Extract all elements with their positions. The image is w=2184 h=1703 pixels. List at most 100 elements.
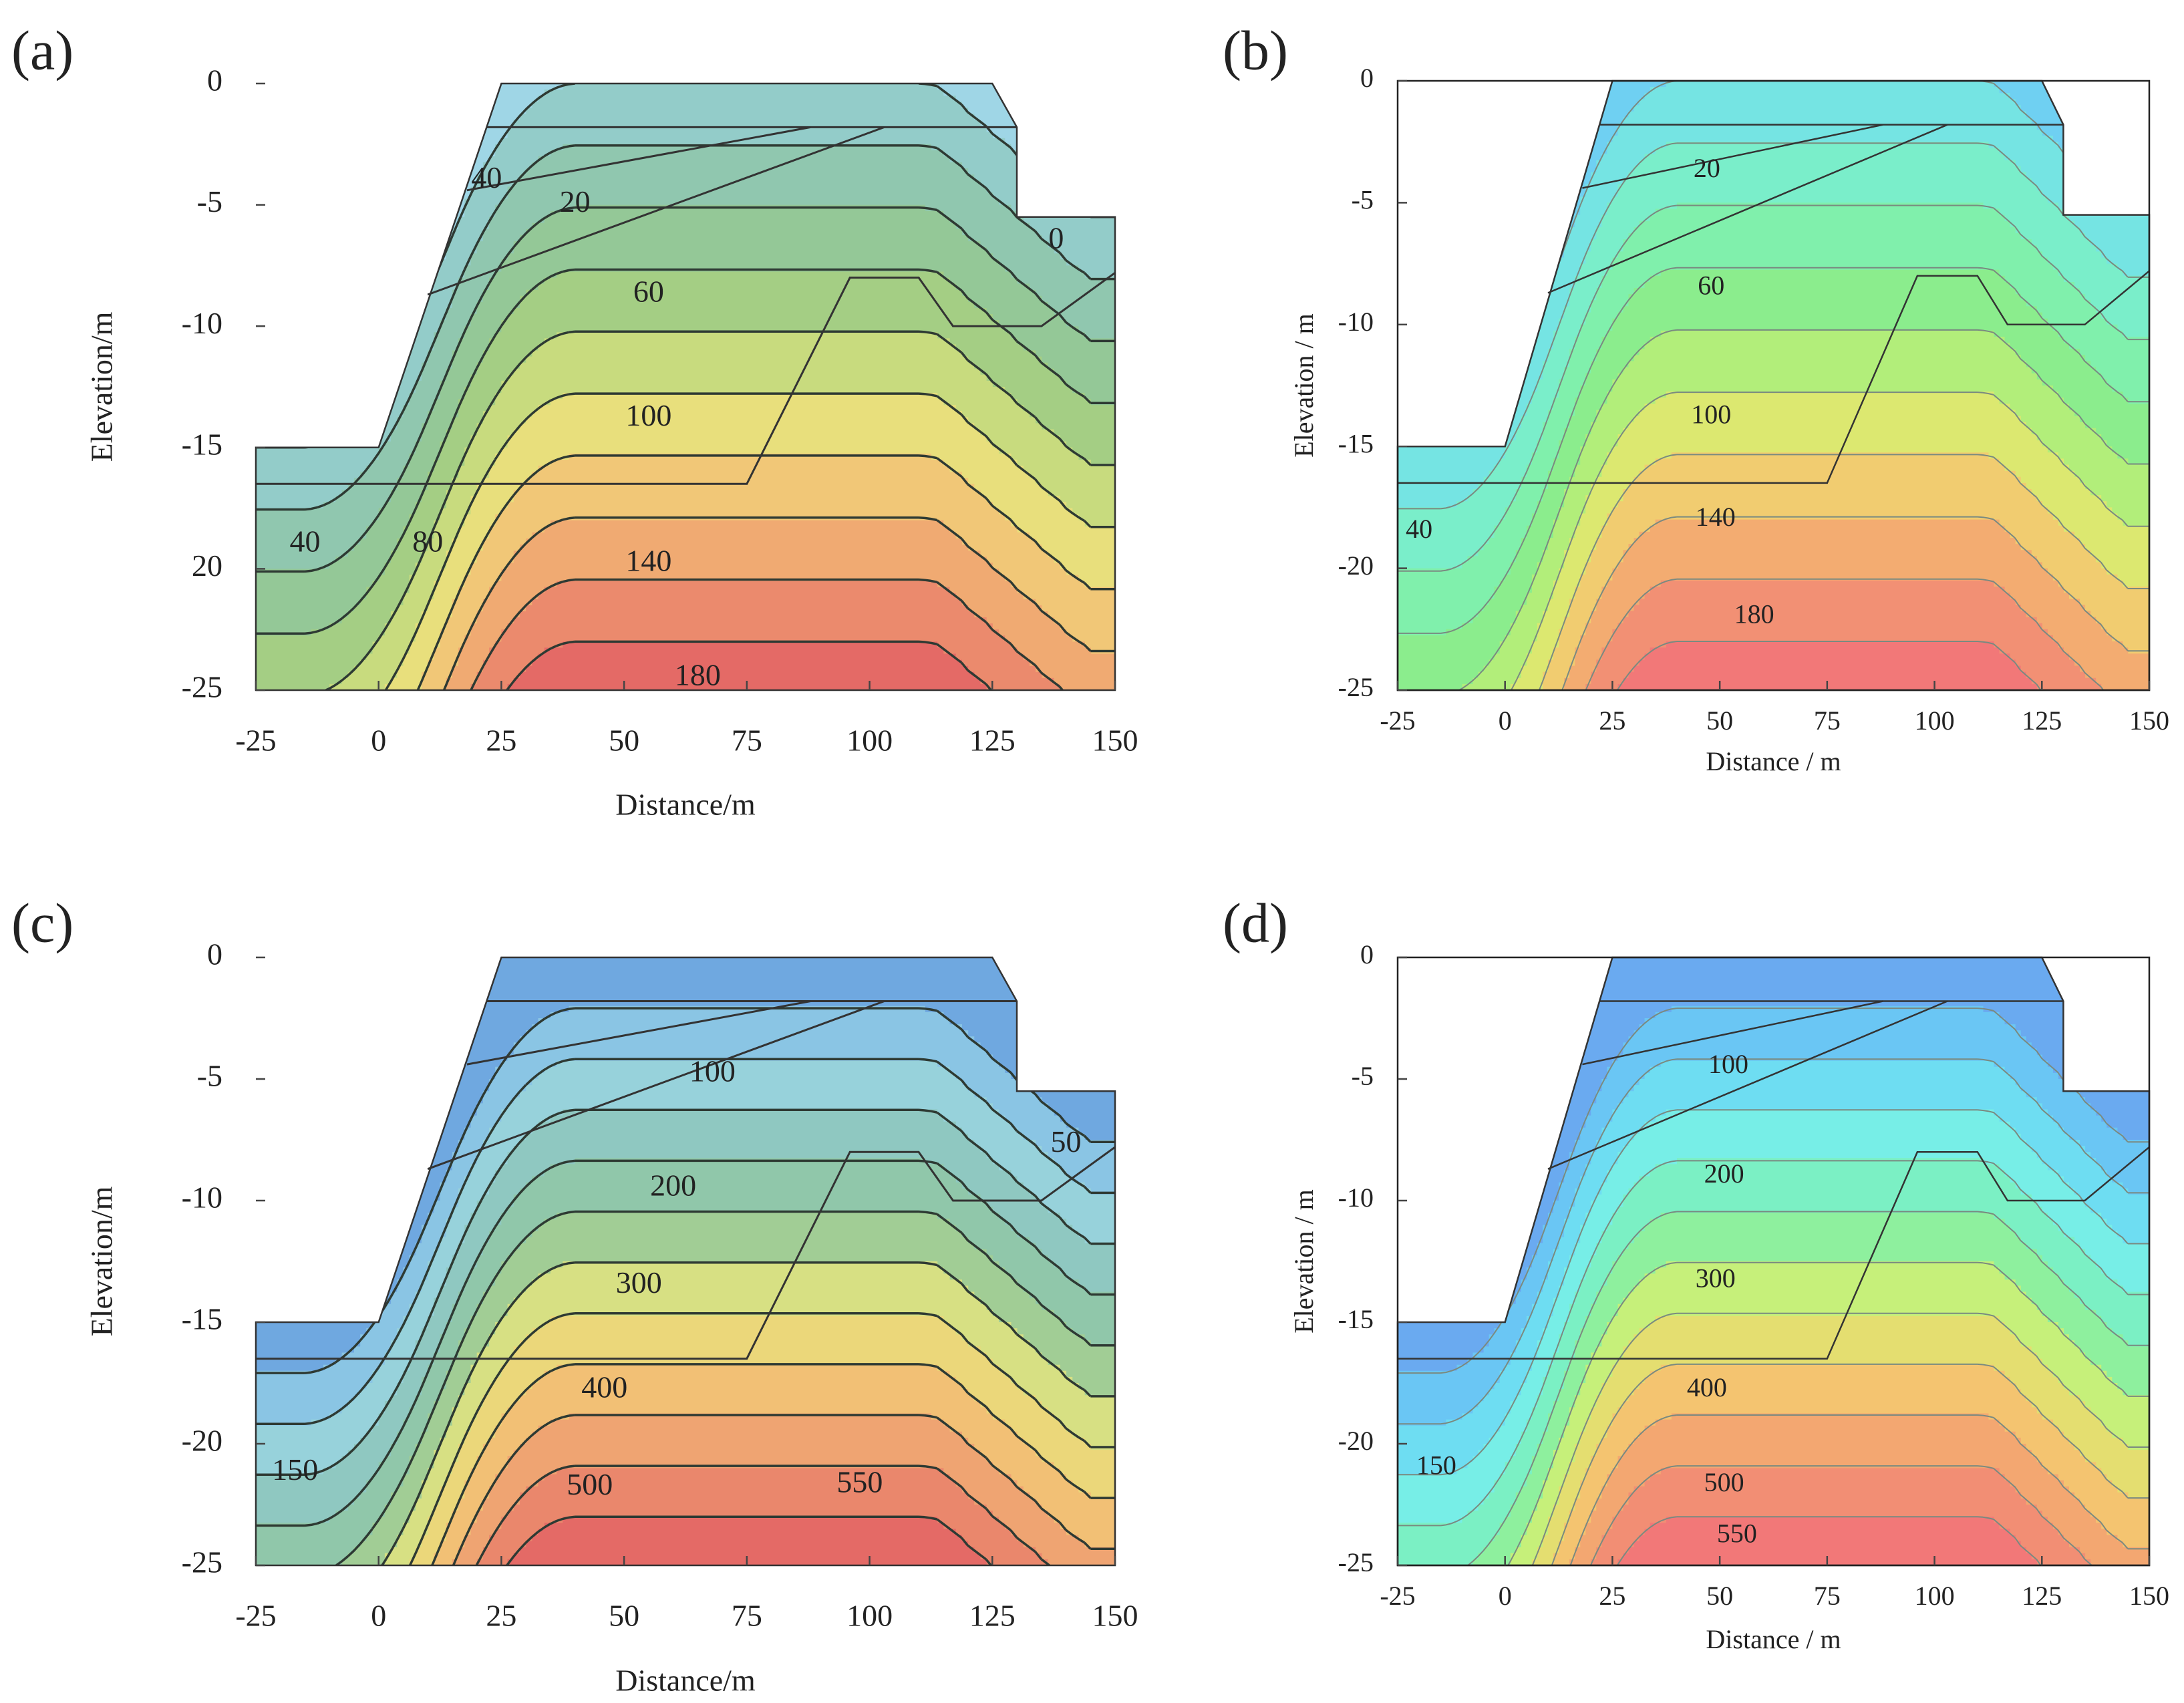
y-tick-label: -5: [197, 1059, 222, 1093]
contour-line: [256, 268, 1115, 635]
contour-line: [442, 516, 1115, 690]
contour-line: [431, 1363, 1115, 1565]
contour-band: [1569, 1413, 2149, 1565]
y-tick-label: -10: [1338, 1183, 1374, 1213]
panel-label: (a): [11, 19, 73, 82]
contour-line: [1507, 1261, 2149, 1565]
contour-line: [384, 392, 1115, 690]
contour-label: 200: [1704, 1158, 1744, 1189]
contour-area: [256, 84, 1115, 690]
contour-label: 200: [650, 1168, 696, 1202]
contour-label: 150: [1416, 1450, 1456, 1481]
y-tick-label: -5: [1352, 185, 1374, 215]
contour-label: 100: [625, 398, 671, 432]
contour-label: 140: [1696, 502, 1736, 532]
layer-boundary: [1547, 1000, 1948, 1170]
x-tick-label: 150: [2129, 706, 2169, 736]
x-tick-label: 0: [371, 724, 386, 758]
panel: (d) -25 0 25 50 75 100 125 150 -25 -20 -15 -10 -5 0 Dis…: [1223, 892, 2169, 1654]
contour-line: [452, 1414, 1115, 1565]
layer-boundary: [256, 1146, 1116, 1360]
y-tick-label: -10: [1338, 307, 1374, 337]
contour-label: 550: [836, 1464, 883, 1499]
y-tick-label: -25: [182, 670, 222, 704]
contour-band: [1398, 1060, 2149, 1475]
x-tick-label: 25: [486, 1599, 516, 1633]
contour-band: [1617, 641, 2037, 690]
panel: (b) -25 0 25 50 75 100 125 150 -25 -20 -15 -10 -5 0 Dis…: [1223, 19, 2169, 776]
contour-band: [434, 1364, 1115, 1565]
x-tick-label: -25: [1380, 706, 1415, 736]
contour-band: [1553, 1364, 2149, 1565]
x-tick-label: 125: [2022, 706, 2062, 736]
x-tick-label: 25: [1599, 706, 1625, 736]
contour-line: [1551, 1363, 2149, 1565]
y-tick-label: -15: [1338, 1304, 1374, 1334]
contour-label: 140: [625, 544, 671, 578]
contour-band: [1510, 392, 2149, 690]
x-tick-label: 50: [1706, 706, 1733, 736]
contour-area: [256, 957, 1115, 1565]
x-tick-label: 125: [969, 1599, 1016, 1633]
x-tick-label: 75: [732, 724, 762, 758]
contour-line: [381, 1261, 1115, 1565]
x-tick-label: 50: [1706, 1581, 1733, 1611]
x-tick-label: -25: [1380, 1581, 1415, 1611]
contour-label: 400: [581, 1370, 627, 1404]
layer-boundary: [1398, 270, 2150, 484]
contour-line: [256, 1108, 1115, 1477]
contour-band: [1398, 1109, 2149, 1523]
panel: (a) -25 0 25 50 75 100 125 150 -25 20 -15 -10 -5 0 Dist…: [11, 19, 1138, 821]
y-axis-label: Elevation / m: [1289, 1189, 1319, 1334]
y-tick-label: 0: [1360, 939, 1374, 969]
contour-line: [1531, 1312, 2149, 1565]
contour-line: [1569, 1414, 2149, 1565]
contour-label: 60: [633, 275, 664, 309]
layer-boundary: [466, 1000, 811, 1066]
layer-boundary: [1582, 1000, 1883, 1066]
y-tick-label: -20: [1338, 551, 1374, 581]
y-tick-label: -20: [182, 1424, 222, 1458]
contour-line: [256, 1058, 1115, 1425]
contour-label: 300: [616, 1265, 662, 1299]
contour-band: [256, 1060, 1115, 1475]
contour-band: [507, 1517, 987, 1565]
contour-line: [1585, 578, 2104, 690]
y-tick-label: -5: [1352, 1061, 1374, 1091]
contour-line: [1538, 454, 2149, 690]
x-tick-label: 50: [609, 1599, 639, 1633]
contour-label: 150: [272, 1452, 318, 1487]
x-tick-label: 100: [846, 724, 893, 758]
contour-label: 100: [1691, 400, 1731, 430]
contour-band: [1398, 957, 2149, 1372]
contour-label: 400: [1687, 1372, 1727, 1402]
contour-line: [470, 578, 1064, 690]
contour-band: [452, 1413, 1115, 1565]
contour-line: [1398, 267, 2149, 634]
contour-label: 500: [1704, 1467, 1744, 1497]
contour-band: [1564, 519, 2149, 690]
contour-band: [446, 520, 1115, 690]
layer-boundary: [427, 126, 885, 296]
x-axis-label: Distance/m: [615, 788, 756, 822]
contour-line: [1398, 1058, 2149, 1425]
y-tick-label: -25: [182, 1545, 222, 1579]
y-tick-label: -25: [1338, 1547, 1374, 1577]
contour-band: [1398, 1158, 2149, 1565]
x-tick-label: 50: [609, 724, 639, 758]
contour-band: [1585, 580, 2102, 690]
contour-line: [1398, 1160, 2149, 1527]
layer-boundary: [466, 126, 811, 192]
contour-label: 500: [567, 1467, 613, 1501]
contour-label: 180: [675, 657, 721, 691]
x-tick-label: 0: [371, 1599, 386, 1633]
contour-label: 50: [1051, 1124, 1082, 1158]
x-tick-label: 75: [1814, 706, 1841, 736]
x-tick-label: 150: [1092, 1599, 1138, 1633]
contour-label: 40: [1406, 514, 1432, 544]
x-axis-label: Distance / m: [1706, 1624, 1841, 1654]
contour-line: [1467, 1211, 2149, 1565]
y-axis-label: Elevation/m: [85, 311, 119, 462]
x-tick-label: -25: [235, 724, 276, 758]
